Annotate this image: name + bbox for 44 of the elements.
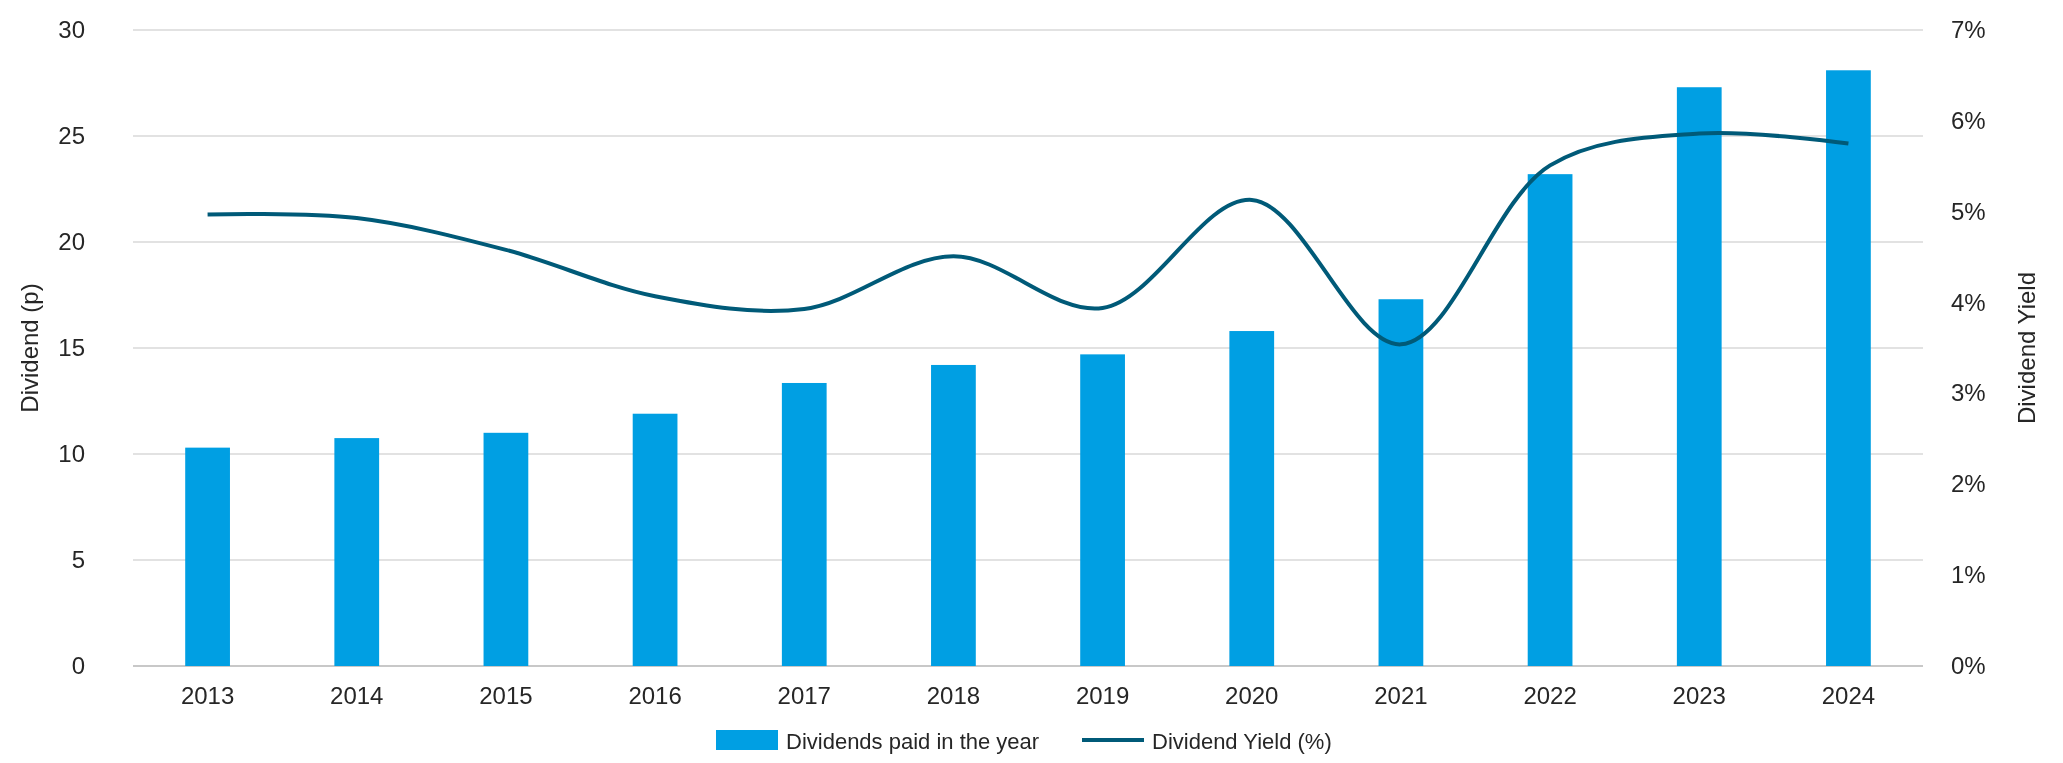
y-tick-label: 15 xyxy=(58,334,85,361)
y-tick-label: 30 xyxy=(58,16,85,43)
legend-label: Dividend Yield (%) xyxy=(1152,729,1332,754)
bar xyxy=(1229,331,1275,666)
x-tick-label: 2024 xyxy=(1821,682,1876,709)
y2-tick-label: 7% xyxy=(1951,16,1986,43)
bar xyxy=(185,447,230,666)
y2-tick-label: 2% xyxy=(1951,470,1986,498)
y2-tick-label: 0% xyxy=(1951,652,1986,679)
bar xyxy=(483,432,529,666)
bar xyxy=(1676,87,1722,666)
x-tick-label: 2017 xyxy=(777,682,831,709)
x-tick-label: 2021 xyxy=(1374,682,1428,709)
bar xyxy=(1826,70,1871,666)
y-tick-label: 0 xyxy=(71,652,85,679)
y2-tick-label: 6% xyxy=(1951,106,1986,134)
x-tick-label: 2023 xyxy=(1672,682,1726,709)
line-series xyxy=(205,131,1851,347)
bar xyxy=(1527,174,1573,666)
y-tick-label: 10 xyxy=(58,440,85,467)
bar xyxy=(334,438,380,666)
bar xyxy=(931,364,976,666)
x-tick-label: 2015 xyxy=(479,682,533,709)
x-tick-label: 2022 xyxy=(1523,682,1577,709)
y2-axis-title: Dividend Yield xyxy=(2013,271,2040,425)
bar xyxy=(781,382,827,666)
x-tick-label: 2014 xyxy=(330,682,384,709)
legend-label: Dividends paid in the year xyxy=(786,729,1040,754)
y2-tick-label: 3% xyxy=(1951,379,1986,407)
y-tick-label: 25 xyxy=(58,122,85,149)
bar xyxy=(1378,299,1424,666)
x-tick-label: 2019 xyxy=(1075,682,1130,709)
y2-tick-label: 5% xyxy=(1951,197,1986,225)
bar xyxy=(1080,354,1125,666)
y2-tick-label: 4% xyxy=(1951,288,1986,316)
bar xyxy=(632,413,678,666)
y-tick-label: 5 xyxy=(71,546,85,573)
x-tick-label: 2018 xyxy=(926,682,981,709)
y-axis-title: Dividend (p) xyxy=(16,283,43,413)
x-tick-label: 2020 xyxy=(1225,682,1279,709)
x-tick-label: 2016 xyxy=(628,682,682,709)
y2-tick-label: 1% xyxy=(1951,561,1986,589)
y-tick-label: 20 xyxy=(58,228,85,255)
x-tick-label: 2013 xyxy=(180,682,235,709)
